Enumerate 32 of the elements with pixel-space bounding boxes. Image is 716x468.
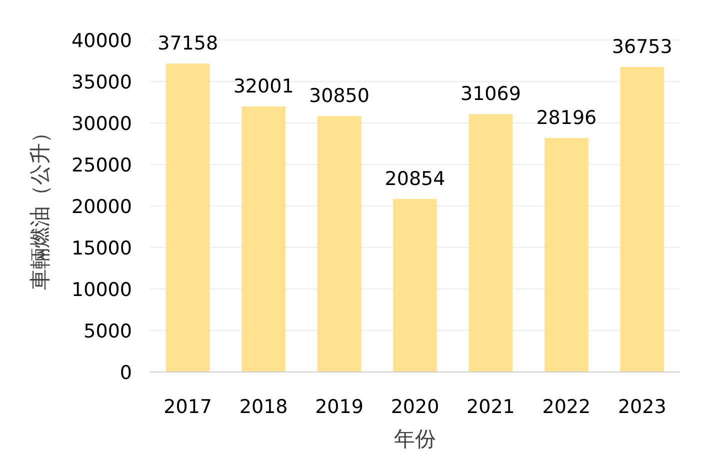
bar — [393, 198, 437, 372]
y-tick-label: 15000 — [72, 238, 132, 260]
y-tick-label: 30000 — [72, 113, 132, 135]
data-label: 30850 — [309, 84, 370, 107]
data-label: 32001 — [233, 75, 294, 98]
data-label: 31069 — [460, 83, 521, 106]
x-tick-label: 2021 — [466, 396, 515, 418]
bar — [468, 114, 513, 372]
y-tick-label: 5000 — [84, 320, 132, 342]
y-tick-label: 35000 — [72, 72, 132, 94]
x-tick-label: 2018 — [239, 396, 288, 418]
data-label: 20854 — [384, 168, 446, 190]
bar — [317, 116, 362, 372]
bar — [620, 66, 664, 372]
bar — [242, 106, 286, 372]
x-tick-label: 2017 — [164, 396, 212, 418]
data-label: 36753 — [612, 36, 672, 58]
y-tick-label: 20000 — [72, 196, 132, 218]
y-tick-label: 0 — [120, 362, 132, 384]
x-tick-label: 2020 — [390, 396, 440, 418]
x-tick-label: 2022 — [542, 396, 591, 418]
bar — [544, 138, 588, 372]
y-tick-label: 25000 — [72, 154, 132, 176]
y-tick-label: 10000 — [72, 279, 132, 301]
x-tick-label: 2023 — [618, 396, 666, 418]
data-label: 28196 — [536, 106, 597, 129]
bar — [166, 64, 210, 372]
y-tick-label: 40000 — [72, 30, 132, 52]
x-axis-title: 年份 — [394, 427, 436, 451]
x-tick-label: 2019 — [315, 396, 364, 418]
data-label: 37158 — [158, 32, 218, 55]
y-axis-title: 車輛燃油（公升） — [28, 122, 52, 290]
